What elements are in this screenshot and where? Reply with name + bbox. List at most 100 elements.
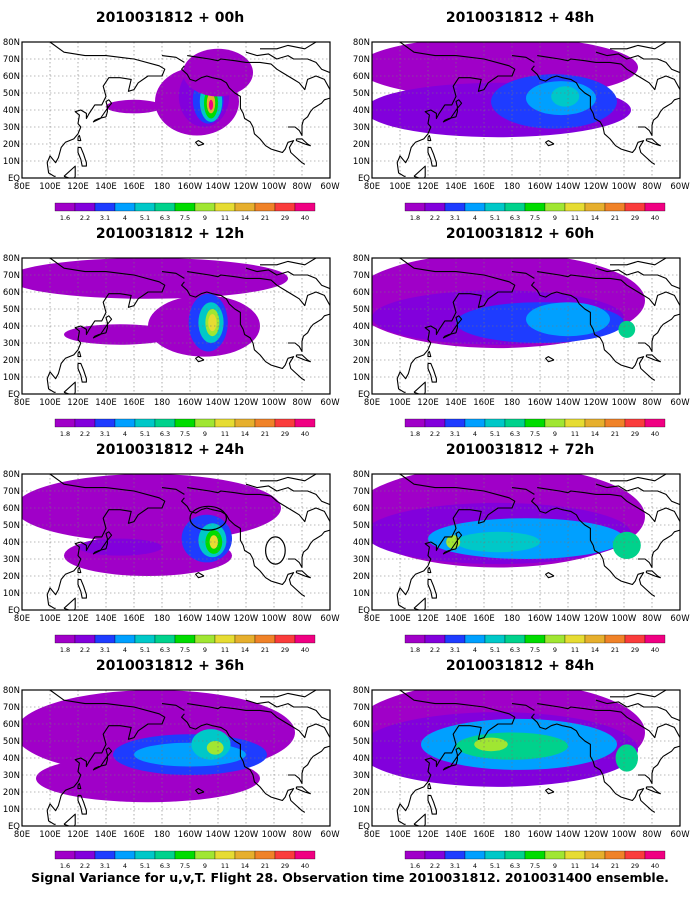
coastline	[245, 51, 330, 74]
colorbar-swatch	[254, 850, 276, 860]
coastline-layer	[396, 474, 680, 610]
lat-tick-label: 20N	[3, 356, 20, 366]
lat-tick-label: 10N	[3, 589, 20, 599]
coastline	[63, 165, 76, 178]
colorbar-label: 6.3	[510, 430, 520, 438]
lon-tick-label: 80W	[642, 398, 662, 408]
coastline	[187, 487, 330, 523]
colorbar-label: 5.1	[140, 862, 150, 870]
lon-tick-label: 140E	[95, 182, 117, 192]
lon-tick-label: 100W	[612, 182, 637, 192]
colorbar-label: 7.5	[530, 430, 540, 438]
lat-tick-label: 80N	[353, 686, 370, 696]
lon-tick-label: 160W	[528, 182, 553, 192]
lat-tick-label: 30N	[3, 555, 20, 565]
shaded-contour	[22, 258, 288, 299]
coastline	[181, 65, 306, 165]
colorbar-swatch	[504, 418, 526, 428]
lat-tick-label: 80N	[353, 470, 370, 480]
coastline	[427, 350, 432, 358]
colorbar-swatch	[404, 202, 426, 212]
colorbar-label: 6.3	[510, 862, 520, 870]
lon-tick-label: 120W	[234, 182, 259, 192]
coastline	[77, 794, 87, 815]
colorbar-swatch	[444, 202, 466, 212]
colorbar-swatch	[234, 202, 256, 212]
lon-tick-label: 80E	[14, 398, 30, 408]
lon-tick-label: 60W	[670, 182, 690, 192]
colorbar-label: 5.1	[490, 646, 500, 654]
lat-tick-label: 20N	[353, 572, 370, 582]
coastline	[77, 362, 87, 383]
coastline	[187, 271, 330, 307]
chart-panel: 2010031812 + 12h 80N 70N 60N 50N 40N 30N 20N 10…	[0, 226, 340, 446]
lon-tick-label: 100W	[262, 398, 287, 408]
colorbar-label: 2.2	[430, 430, 440, 438]
lat-tick-label: 40N	[353, 538, 370, 548]
colorbar-label: 14	[241, 430, 249, 438]
lon-tick-label: 180	[154, 830, 170, 840]
coastline	[442, 315, 463, 339]
colorbar-swatch	[94, 418, 116, 428]
colorbar-label: 5.1	[140, 430, 150, 438]
coastline	[187, 55, 330, 91]
lon-tick-label: 80W	[642, 830, 662, 840]
lat-tick-label: 40N	[353, 322, 370, 332]
colorbar-swatch	[644, 202, 666, 212]
colorbar-label: 7.5	[180, 862, 190, 870]
lon-tick-label: 140E	[445, 182, 467, 192]
coastline	[92, 315, 113, 339]
colorbar-label: 2.2	[80, 862, 90, 870]
coastline	[181, 281, 306, 381]
coastline	[396, 474, 516, 609]
panel-title: 2010031812 + 24h	[95, 442, 245, 458]
colorbar-label: 3.1	[450, 862, 460, 870]
coastline	[46, 474, 166, 609]
coastline	[260, 474, 317, 482]
lat-tick-label: 20N	[3, 788, 20, 798]
lon-tick-label: 140W	[556, 614, 581, 624]
coastline-layer	[46, 42, 330, 178]
coastline	[442, 531, 463, 555]
lat-tick-label: 60N	[353, 288, 370, 298]
colorbar-label: 21	[261, 646, 269, 654]
coastline	[195, 140, 205, 147]
colorbar-swatch	[524, 634, 546, 644]
colorbar-swatch	[624, 850, 646, 860]
lon-tick-label: 60W	[320, 182, 340, 192]
colorbar-swatch	[444, 418, 466, 428]
colorbar-label: 2.2	[80, 646, 90, 654]
colorbar-label: 40	[301, 430, 309, 438]
field-layer	[372, 258, 645, 349]
lat-tick-label: 60N	[353, 720, 370, 730]
lon-tick-label: 100E	[389, 614, 411, 624]
coastline	[610, 258, 667, 266]
lon-tick-label: 140W	[206, 398, 231, 408]
lat-tick-label: 80N	[353, 38, 370, 48]
coastline	[545, 140, 555, 147]
colorbar-swatch	[214, 634, 236, 644]
colorbar-swatch	[114, 418, 136, 428]
colorbar-label: 4	[473, 862, 477, 870]
lat-tick-label: 60N	[3, 720, 20, 730]
coastline	[245, 267, 330, 290]
coastline	[645, 354, 661, 363]
lat-tick-label: 60N	[3, 72, 20, 82]
colorbar-swatch	[464, 850, 486, 860]
lon-tick-label: 160W	[178, 398, 203, 408]
colorbar-swatch	[484, 418, 506, 428]
colorbar-swatch	[424, 850, 446, 860]
coastline	[595, 51, 680, 74]
colorbar-label: 40	[651, 646, 659, 654]
coastline	[531, 65, 656, 165]
lon-tick-label: 100E	[39, 614, 61, 624]
colorbar-swatch	[564, 850, 586, 860]
coastline	[295, 354, 311, 363]
colorbar-swatch	[424, 418, 446, 428]
lon-tick-label: 100E	[39, 182, 61, 192]
lat-tick-label: 70N	[3, 703, 20, 713]
lon-tick-label: 120E	[67, 614, 89, 624]
colorbar-label: 14	[241, 646, 249, 654]
lat-tick-label: 40N	[3, 106, 20, 116]
colorbar-swatch	[234, 850, 256, 860]
